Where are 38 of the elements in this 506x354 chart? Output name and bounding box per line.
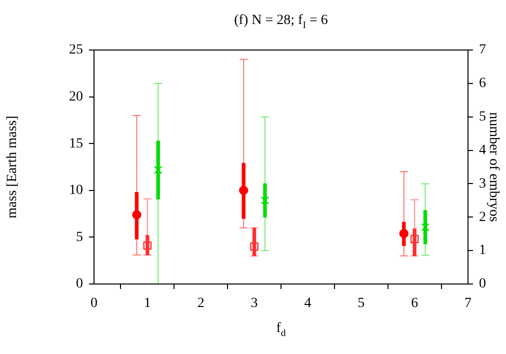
point bbox=[399, 228, 408, 238]
y-tick-label: 20 bbox=[69, 89, 83, 104]
y2-tick-label: 1 bbox=[479, 243, 486, 258]
x-tick-label: 6 bbox=[411, 296, 418, 312]
y2-tick-label: 2 bbox=[479, 210, 486, 225]
y2-tick-label: 6 bbox=[479, 76, 486, 92]
bar bbox=[263, 183, 267, 218]
point bbox=[421, 223, 430, 232]
bar bbox=[146, 235, 150, 256]
bar bbox=[252, 228, 256, 256]
y-tick-label: 0 bbox=[76, 276, 83, 292]
point bbox=[132, 210, 142, 220]
point bbox=[410, 234, 419, 244]
y2-axis-title: number of embryos bbox=[486, 112, 501, 222]
x-tick-label: 4 bbox=[304, 296, 312, 312]
point bbox=[250, 242, 258, 251]
point bbox=[239, 186, 248, 195]
x-tick-label: 5 bbox=[358, 296, 365, 312]
y2-tick-label: 7 bbox=[479, 42, 486, 58]
x-tick-label: 2 bbox=[197, 296, 204, 312]
y-axis-title: mass [Earth mass] bbox=[5, 116, 20, 218]
y-tick-label: 25 bbox=[69, 42, 83, 58]
y-tick-label: 5 bbox=[76, 230, 83, 245]
y2-tick-label: 5 bbox=[479, 110, 486, 125]
point bbox=[260, 196, 270, 205]
bar bbox=[156, 140, 160, 200]
y2-tick-label: 0 bbox=[479, 276, 486, 292]
x-tick-label: 3 bbox=[250, 296, 258, 312]
y-tick-label: 15 bbox=[69, 136, 83, 152]
y2-tick-label: 3 bbox=[479, 176, 486, 192]
point bbox=[154, 166, 162, 174]
x-tick-label: 1 bbox=[144, 296, 151, 312]
bar bbox=[412, 228, 416, 256]
x-tick-label: 7 bbox=[464, 296, 472, 312]
x-tick-label: 0 bbox=[90, 296, 98, 312]
point bbox=[143, 241, 152, 250]
y2-tick-label: 4 bbox=[479, 142, 486, 158]
y-tick-label: 10 bbox=[69, 183, 83, 198]
